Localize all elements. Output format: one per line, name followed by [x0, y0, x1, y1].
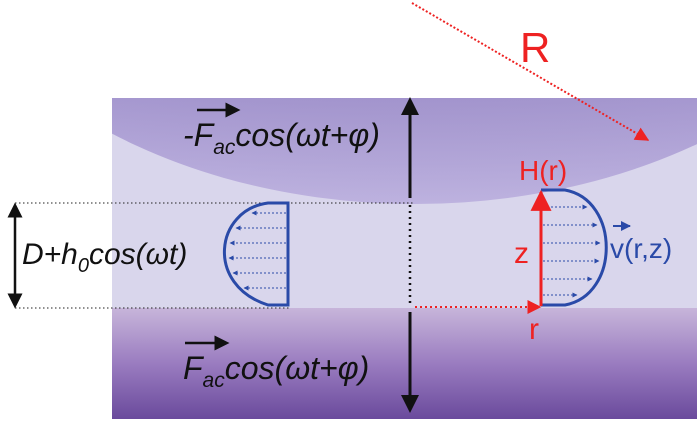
velocity-text: v(r,z)	[610, 233, 672, 264]
svg-text:Faccos(ωt+φ): Faccos(ωt+φ)	[183, 350, 369, 392]
velocity-profile-right	[541, 188, 608, 307]
gap-head: D+h	[22, 238, 78, 271]
sphere	[112, 98, 697, 204]
force-top-prefix: -	[183, 117, 194, 153]
force-bottom-label: Faccos(ωt+φ)	[183, 335, 369, 392]
velocity-profile-left	[223, 201, 290, 307]
force-top-symbol: F	[194, 117, 216, 153]
force-top-tail: cos(ωt+φ)	[235, 117, 379, 153]
velocity-label: v(r,z)	[610, 221, 672, 264]
force-top-label: -Faccos(ωt+φ)	[183, 102, 380, 159]
z-axis-label: z	[514, 237, 529, 270]
svg-text:-Faccos(ωt+φ): -Faccos(ωt+φ)	[183, 117, 380, 159]
force-top-subscript: ac	[213, 136, 236, 159]
gap-label: D+h0cos(ωt)	[22, 238, 187, 277]
radius-label: R	[520, 24, 550, 71]
force-bottom-tail: cos(ωt+φ)	[225, 350, 369, 386]
gap-subscript: 0	[78, 255, 89, 277]
force-bottom-subscript: ac	[203, 369, 226, 392]
r-axis-label: r	[529, 313, 539, 346]
force-bottom-symbol: F	[183, 350, 205, 386]
gap-tail: cos(ωt)	[89, 238, 187, 271]
height-func-label: H(r)	[519, 155, 567, 186]
radius-arrow	[411, 2, 650, 141]
